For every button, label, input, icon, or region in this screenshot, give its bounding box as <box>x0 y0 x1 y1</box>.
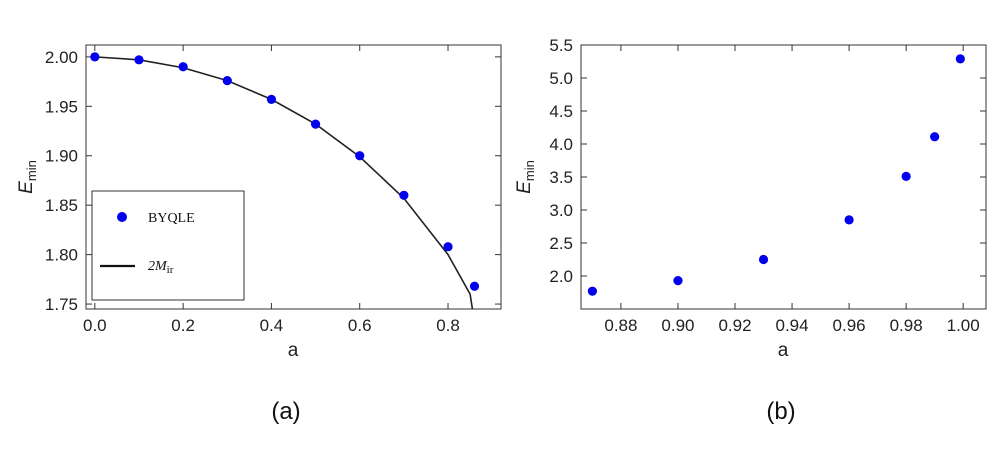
panel-b-x-tick-label: 0.96 <box>833 316 866 335</box>
panel-b-data-point <box>758 254 769 265</box>
panel-b-y-tick-label: 2.5 <box>549 234 573 253</box>
panel-b-x-tick-label: 1.00 <box>947 316 980 335</box>
panel-a-data-point <box>222 75 232 86</box>
panel-b-x-tick-label: 0.88 <box>604 316 637 335</box>
panel-a-caption: (a) <box>271 398 300 425</box>
panel-a-y-tick-label: 1.80 <box>45 246 78 265</box>
panel-a-data-point <box>266 94 277 104</box>
panel-a-data-point <box>178 62 188 72</box>
panel-b-x-tick-label: 0.94 <box>776 316 809 335</box>
panel-a-data-point <box>134 55 144 65</box>
panel-b-y-axis-label: Emin <box>514 160 537 194</box>
panel-a-y-tick-label: 1.95 <box>45 97 78 116</box>
panel-a-x-tick-label: 0.6 <box>348 316 372 335</box>
panel-a-data-point <box>469 281 480 291</box>
panel-b-x-tick-label: 0.90 <box>661 316 694 335</box>
panel-b-caption: (b) <box>766 398 795 425</box>
panel-a-data-point <box>399 190 409 200</box>
legend-label-byqle: BYQLE <box>148 211 195 226</box>
panel-b-y-tick-label: 4.5 <box>549 102 573 121</box>
panel-a-legend: BYQLE 2Mir <box>91 190 245 301</box>
panel-b-x-tick-label: 0.92 <box>718 316 751 335</box>
panel-a-x-tick-label: 0.8 <box>436 316 460 335</box>
panel-a-x-axis-label: a <box>288 340 299 361</box>
panel-a-data-point <box>355 151 365 161</box>
panel-a-y-tick-label: 1.85 <box>45 196 78 215</box>
panel-b-data-point <box>901 171 911 181</box>
panel-a-data-point <box>90 52 100 62</box>
panel-a-y-tick-label: 2.00 <box>45 48 78 67</box>
panel-b-data-point <box>587 286 598 296</box>
panel-a-x-tick-label: 0.0 <box>83 316 107 335</box>
panel-a-data-point <box>310 119 321 129</box>
panel-a-data-point <box>443 242 453 252</box>
panel-b: 0.88 0.90 0.92 0.94 0.96 0.98 1.00 2.0 2.5 3.0 3.5… <box>514 36 987 425</box>
panel-b-y-tick-label: 2.0 <box>549 267 573 286</box>
panel-b-x-axis-label: a <box>778 340 789 361</box>
panel-b-y-tick-label: 3.0 <box>549 201 573 220</box>
panel-b-data-point <box>844 215 854 225</box>
legend-marker-byqle <box>117 212 127 222</box>
panel-a-y-axis-label: Emin <box>16 160 39 194</box>
panel-b-data-point <box>673 276 683 286</box>
panel-a-plot-frame <box>85 44 502 310</box>
legend-box <box>91 190 245 301</box>
legend-label-2mir: 2Mir <box>148 259 174 276</box>
panel-a-x-tick-label: 0.4 <box>260 316 284 335</box>
panel-b-y-tick-label: 3.5 <box>549 168 573 187</box>
panel-a-x-tick-label: 0.2 <box>171 316 195 335</box>
panel-b-data-point <box>930 132 940 142</box>
panel-b-y-tick-label: 4.0 <box>549 135 573 154</box>
panel-b-data-point <box>955 54 965 64</box>
panel-b-y-tick-label: 5.0 <box>549 69 573 88</box>
panel-a-y-tick-label: 1.75 <box>45 295 78 314</box>
panel-b-plot-frame <box>580 44 987 310</box>
panel-b-x-tick-label: 0.98 <box>890 316 923 335</box>
panel-a-y-tick-label: 1.90 <box>45 147 78 166</box>
panel-b-y-tick-label: 5.5 <box>549 36 573 55</box>
panel-a: 0.0 0.2 0.4 0.6 0.81.751.801.851.901.952.00 … <box>16 44 502 425</box>
